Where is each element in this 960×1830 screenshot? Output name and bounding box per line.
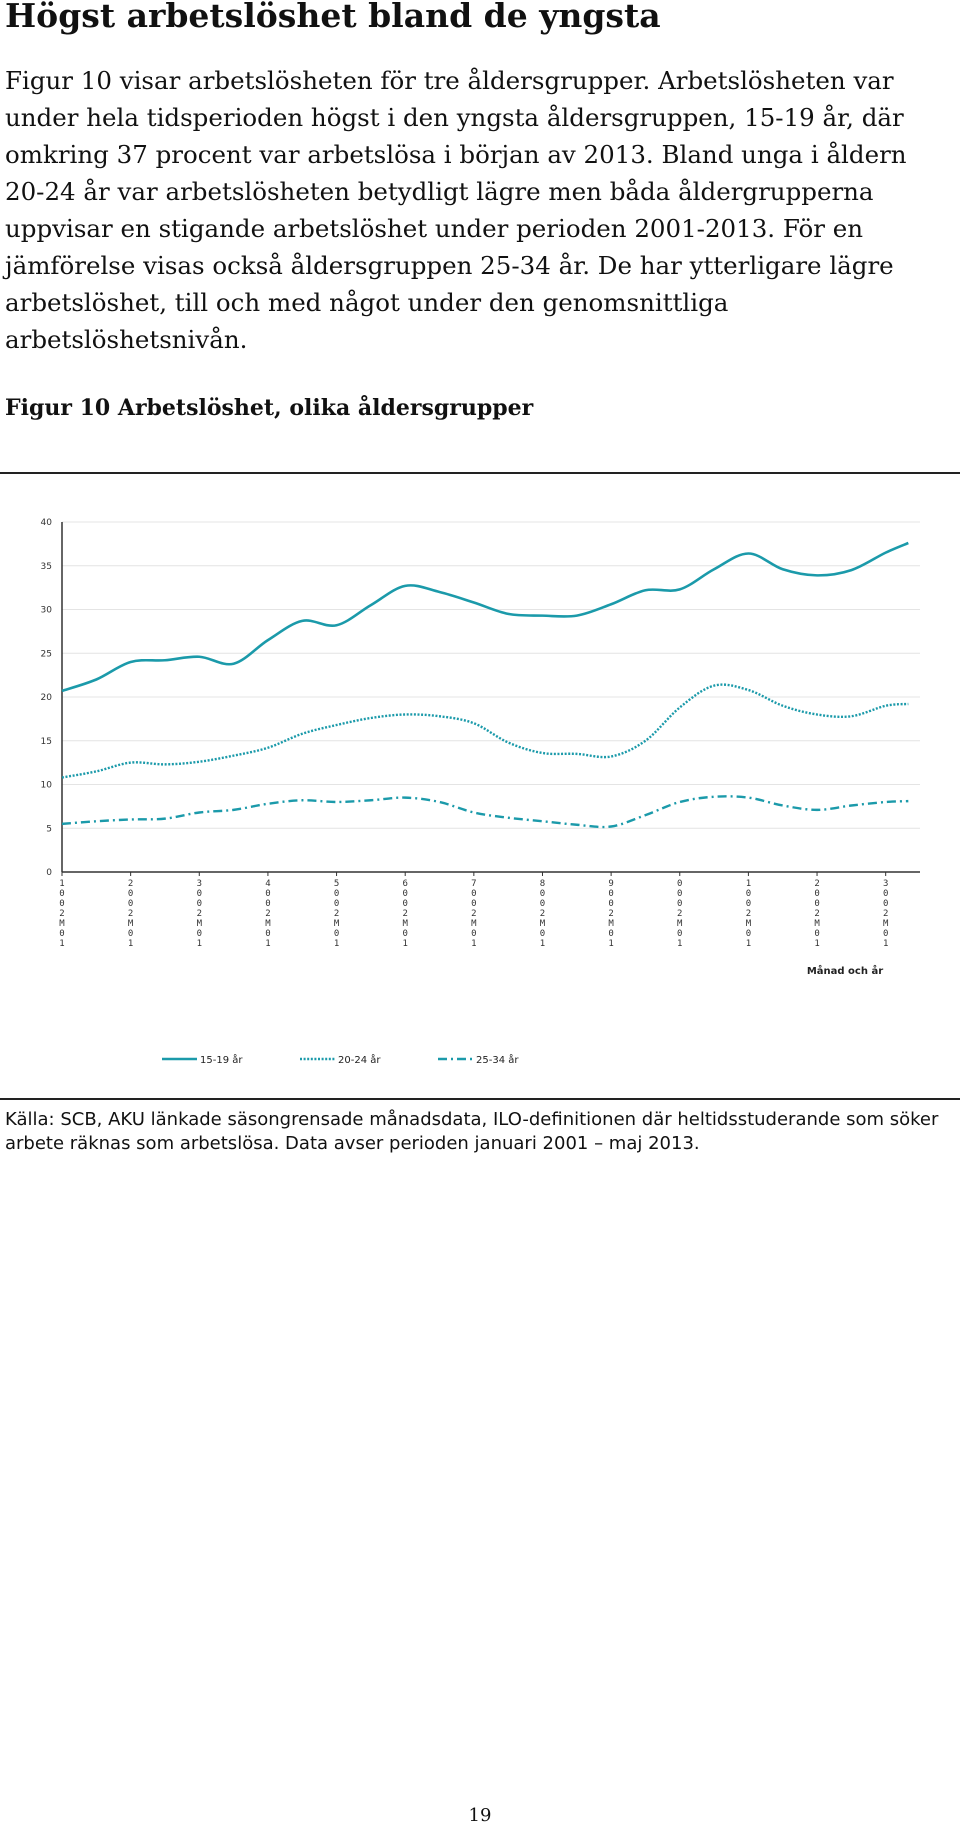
figure-top-rule	[0, 472, 960, 474]
legend-label: 15-19 år	[200, 1053, 243, 1066]
y-tick-label: 15	[41, 737, 52, 747]
page-heading: Högst arbetslöshet bland de yngsta	[5, 0, 661, 35]
chart-legend: 15-19 år 20-24 år 25-34 år	[162, 1053, 519, 1066]
figure-bottom-rule	[0, 1098, 960, 1100]
y-tick-label: 40	[41, 518, 53, 528]
legend-label: 25-34 år	[476, 1053, 519, 1066]
series-line-3	[61, 795, 909, 829]
figure-title: Figur 10 Arbetslöshet, olika åldersgrupp…	[5, 395, 534, 421]
y-tick-label: 0	[46, 868, 52, 878]
series-line-2	[61, 683, 909, 779]
y-tick-label: 20	[41, 693, 53, 703]
source-note: Källa: SCB, AKU länkade säsongrensade må…	[5, 1109, 939, 1154]
body-paragraph: Figur 10 visar arbetslösheten för tre ål…	[5, 66, 907, 354]
y-tick-label: 30	[41, 606, 53, 616]
x-axis-label: Månad och år	[807, 964, 883, 977]
x-tick-labels: 1 0 0 2 M 0 1 2 0 0 2 M 0 1 3 0 0 2 M 0 1 4 0 0 2 M 0 1 5 0 0 2 M 0 1 6 0 0 2 M…	[59, 872, 889, 949]
y-tick-label: 35	[41, 562, 52, 572]
y-tick-label: 25	[41, 649, 52, 659]
y-tick-label: 5	[46, 824, 52, 834]
y-tick-labels: 0 5 10 15 20 25 30 35 40	[41, 518, 53, 878]
legend-label: 20-24 år	[338, 1053, 381, 1066]
series-lines	[61, 541, 909, 829]
unemployment-chart: 0 5 10 15 20 25 30 35 40 1 0 0 2 M 0 1 2 0 0 2 M 0 1 3 0 0 2 M 0 1 4 0…	[41, 518, 920, 1066]
page-number: 19	[468, 1805, 492, 1826]
y-tick-label: 10	[41, 781, 53, 791]
series-line-1	[61, 541, 909, 693]
chart-gridlines	[62, 521, 920, 829]
